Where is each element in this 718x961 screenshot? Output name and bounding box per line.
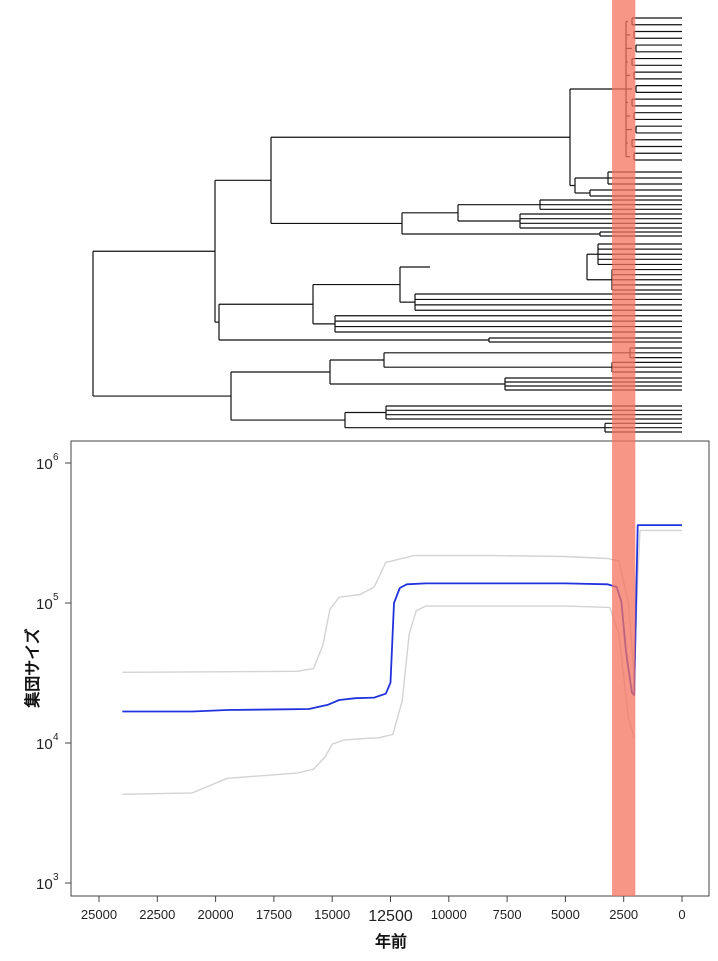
x-axis-ticks: 25000 22500 20000 17500 15000 12500 10000 7500 5… (81, 896, 686, 925)
y-axis-title: 集団サイズ (23, 628, 42, 709)
y-tick-exponent: 5 (53, 592, 59, 603)
y-tick-exponent: 6 (53, 452, 59, 463)
phylogenetic-tree (92, 17, 682, 433)
plot-panel: 25000 22500 20000 17500 15000 12500 10000 7500 5… (23, 440, 710, 951)
median-line (122, 524, 682, 713)
x-tick-label: 10000 (431, 907, 467, 922)
y-tick-label: 10 (36, 596, 53, 613)
x-tick-label: 5000 (551, 907, 580, 922)
x-tick-label: 2500 (609, 907, 638, 922)
x-tick-label: 20000 (198, 907, 234, 922)
x-tick-label: 25000 (81, 907, 117, 922)
y-tick-label: 10 (36, 456, 53, 473)
x-tick-label: 12500 (368, 908, 413, 925)
y-tick-exponent: 3 (53, 872, 59, 883)
upper-line (122, 529, 682, 677)
x-tick-label: 22500 (139, 907, 175, 922)
lower-line (122, 605, 635, 795)
x-axis-title: 年前 (375, 932, 407, 951)
highlight-band-layer (612, 0, 636, 896)
x-tick-label: 17500 (256, 907, 292, 922)
highlight-band (612, 0, 636, 896)
x-tick-label: 15000 (314, 907, 350, 922)
y-tick-label: 10 (36, 736, 53, 753)
x-tick-label: 7500 (493, 907, 522, 922)
series-lines (122, 524, 682, 795)
y-tick-label: 10 (36, 876, 53, 893)
y-tick-exponent: 4 (53, 732, 59, 743)
x-tick-label: 0 (678, 907, 685, 922)
